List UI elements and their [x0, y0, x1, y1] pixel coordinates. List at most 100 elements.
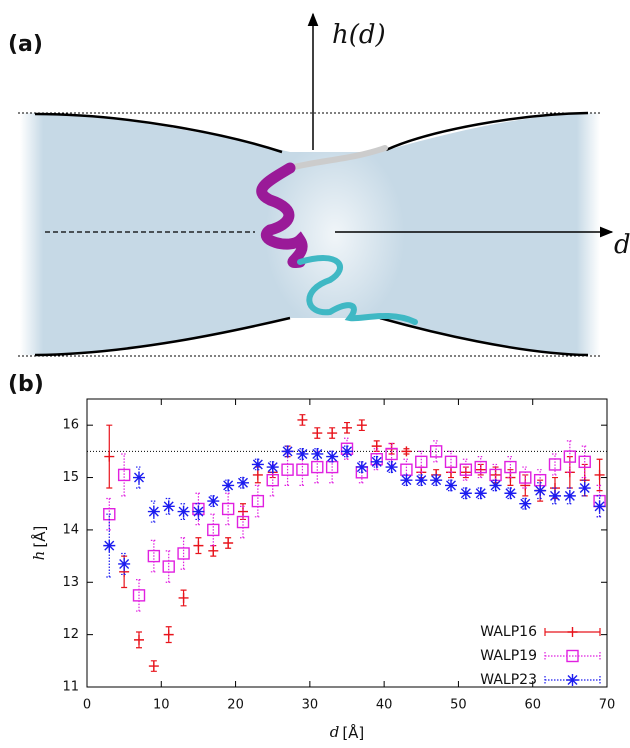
marker	[520, 480, 531, 491]
error-bar	[136, 579, 142, 612]
marker	[430, 474, 443, 487]
error-bar	[418, 450, 425, 473]
marker	[251, 458, 264, 471]
marker	[593, 500, 606, 513]
error-bar	[121, 453, 128, 497]
legend-label: WALP23	[480, 672, 537, 688]
marker	[444, 455, 458, 469]
x-tick-label: 10	[153, 698, 170, 713]
marker	[341, 445, 353, 458]
x-tick-label: 50	[450, 698, 467, 713]
marker	[297, 414, 308, 425]
marker	[237, 476, 249, 489]
marker	[534, 484, 547, 497]
marker	[504, 460, 517, 474]
marker	[327, 428, 338, 439]
pore	[265, 140, 405, 330]
marker	[252, 469, 263, 480]
legend-line	[544, 652, 601, 660]
plot-frame	[86, 398, 608, 688]
marker	[415, 455, 428, 469]
error-bar	[210, 513, 217, 547]
marker	[266, 473, 279, 487]
membrane-diagram: (a) h(d) d	[8, 12, 630, 357]
marker	[178, 592, 189, 603]
marker	[251, 494, 265, 508]
error-bar	[462, 458, 469, 481]
marker	[563, 489, 576, 502]
x-tick-label: 60	[524, 698, 541, 713]
marker	[177, 505, 190, 518]
error-bar	[566, 440, 573, 473]
marker	[117, 468, 131, 482]
marker	[207, 495, 220, 508]
marker	[415, 474, 428, 487]
marker	[281, 445, 294, 458]
marker	[370, 455, 383, 468]
marker	[489, 479, 502, 492]
error-bar	[180, 537, 187, 570]
marker	[519, 471, 532, 484]
marker	[238, 506, 248, 517]
marker	[192, 505, 205, 518]
y-label-unit: [Å]	[30, 526, 49, 548]
marker	[519, 497, 532, 510]
marker	[104, 451, 115, 462]
marker	[594, 469, 605, 480]
error-bar	[254, 484, 261, 518]
error-bar	[477, 487, 484, 500]
x-tick-label: 40	[376, 698, 393, 713]
marker	[355, 461, 368, 474]
marker	[474, 460, 487, 474]
y-tick-label: 12	[62, 627, 79, 642]
legend-label: WALP16	[480, 624, 537, 640]
x-label-unit: [Å]	[342, 723, 364, 742]
marker	[563, 450, 577, 463]
error-bar	[581, 445, 588, 479]
y-axis-label: h [Å]	[30, 526, 49, 561]
marker	[549, 489, 561, 502]
marker	[162, 560, 175, 573]
marker	[133, 471, 145, 484]
legend-marker	[567, 627, 578, 637]
y-tick-label: 13	[62, 575, 79, 590]
marker	[132, 589, 146, 602]
error-bar	[150, 539, 157, 573]
membrane-edge	[385, 111, 589, 152]
marker	[134, 634, 144, 645]
marker	[548, 458, 562, 471]
marker	[193, 540, 204, 551]
marker	[312, 428, 323, 439]
x-axis-label: d [Å]	[330, 723, 365, 742]
marker	[459, 463, 473, 476]
marker	[504, 487, 517, 500]
error-bar	[552, 453, 558, 476]
protein-helix	[256, 162, 308, 268]
marker	[342, 422, 352, 433]
legend-marker	[566, 674, 579, 686]
marker	[221, 502, 235, 516]
marker	[385, 461, 398, 474]
marker	[266, 461, 279, 474]
marker	[459, 487, 472, 500]
y-label-symbol: h	[30, 551, 48, 561]
axis-label: h(d)	[332, 20, 386, 50]
marker	[371, 441, 382, 452]
error-bar	[433, 440, 440, 463]
marker	[445, 479, 457, 492]
y-tick-label: 15	[62, 470, 79, 485]
marker	[311, 447, 324, 460]
legend-marker	[566, 649, 579, 663]
x-tick-label: 70	[599, 698, 616, 713]
protein-tail	[297, 255, 418, 325]
panel-label: (b)	[8, 372, 44, 397]
marker	[429, 445, 443, 458]
marker	[296, 447, 309, 460]
y-tick-label: 16	[62, 418, 79, 433]
marker	[118, 557, 131, 570]
protein-coil	[287, 145, 388, 171]
marker	[385, 447, 398, 461]
marker	[311, 460, 324, 474]
membrane-edge	[379, 316, 589, 357]
